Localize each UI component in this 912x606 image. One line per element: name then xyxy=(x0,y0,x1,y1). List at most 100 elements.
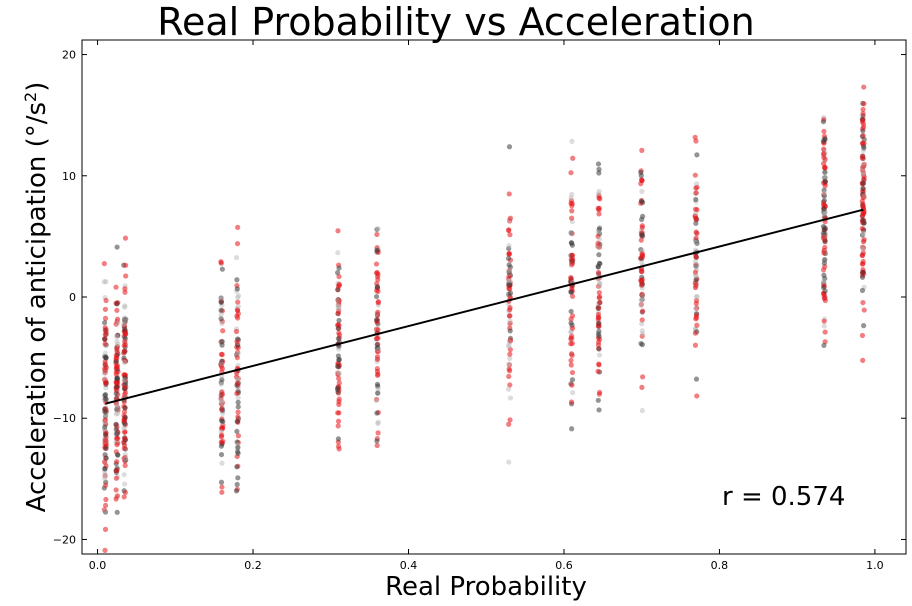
scatter-point xyxy=(122,330,128,336)
scatter-point xyxy=(113,284,119,290)
scatter-point xyxy=(102,320,108,326)
scatter-point xyxy=(639,374,646,380)
scatter-point xyxy=(122,338,128,345)
scatter-point xyxy=(639,291,645,297)
scatter-point xyxy=(596,227,602,233)
scatter-point xyxy=(218,351,225,357)
scatter-point xyxy=(114,442,120,448)
scatter-point xyxy=(821,187,827,193)
scatter-point xyxy=(374,288,380,294)
scatter-point xyxy=(595,269,602,276)
scatter-point xyxy=(596,205,602,211)
y-axis-label-sup: 2 xyxy=(21,92,40,102)
scatter-point xyxy=(233,255,240,261)
scatter-point xyxy=(640,331,646,337)
scatter-point xyxy=(335,303,341,309)
scatter-point xyxy=(861,84,867,90)
scatter-point xyxy=(113,426,119,432)
scatter-point xyxy=(102,306,108,312)
scatter-point xyxy=(218,307,224,314)
scatter-point xyxy=(506,227,512,233)
scatter-point xyxy=(335,310,341,316)
scatter-point xyxy=(822,288,828,294)
scatter-point xyxy=(375,277,381,283)
scatter-point xyxy=(860,128,866,134)
scatter-point xyxy=(596,320,602,326)
scatter-point xyxy=(820,138,827,144)
scatter-point xyxy=(114,467,120,474)
scatter-point xyxy=(639,296,645,303)
scatter-point xyxy=(218,381,224,387)
scatter-point xyxy=(639,216,645,223)
scatter-point xyxy=(639,233,646,239)
scatter-point xyxy=(234,464,240,470)
scatter-point xyxy=(595,397,601,403)
x-axis-label: Real Probability xyxy=(385,572,587,602)
scatter-point xyxy=(121,425,127,431)
scatter-point xyxy=(114,431,120,437)
scatter-point xyxy=(235,395,241,401)
scatter-point xyxy=(507,278,513,284)
scatter-point xyxy=(507,368,513,374)
scatter-point xyxy=(121,321,127,328)
scatter-point xyxy=(102,526,109,532)
scatter-point xyxy=(102,419,108,425)
scatter-point xyxy=(374,396,380,403)
scatter-point xyxy=(335,306,341,312)
scatter-point xyxy=(568,230,574,236)
scatter-point xyxy=(860,269,866,275)
scatter-point xyxy=(506,459,512,465)
scatter-point xyxy=(220,422,226,428)
scatter-point xyxy=(123,457,129,463)
scatter-point xyxy=(374,372,381,378)
scatter-point xyxy=(507,395,514,401)
scatter-point xyxy=(692,269,699,275)
scatter-point xyxy=(822,178,828,185)
scatter-point xyxy=(122,489,129,496)
scatter-point xyxy=(596,333,602,339)
scatter-point xyxy=(569,256,575,262)
scatter-point xyxy=(102,466,108,472)
scatter-point xyxy=(639,321,645,327)
scatter-point xyxy=(374,381,381,387)
scatter-point xyxy=(568,231,574,237)
scatter-point xyxy=(859,252,865,258)
scatter-point xyxy=(235,376,241,382)
scatter-point xyxy=(234,277,240,283)
scatter-point xyxy=(570,155,576,161)
scatter-point xyxy=(219,460,225,466)
scatter-point xyxy=(821,151,827,157)
scatter-point xyxy=(121,442,128,448)
scatter-point xyxy=(568,335,574,341)
scatter-point xyxy=(113,369,119,375)
scatter-point xyxy=(235,450,241,456)
scatter-point xyxy=(122,384,128,390)
scatter-point xyxy=(235,351,241,357)
scatter-point xyxy=(219,484,225,490)
scatter-point xyxy=(640,308,646,314)
scatter-point xyxy=(595,229,601,235)
scatter-point xyxy=(336,370,342,376)
correlation-annotation: r = 0.574 xyxy=(722,482,845,512)
scatter-point xyxy=(506,362,513,368)
scatter-point xyxy=(114,349,120,355)
scatter-point xyxy=(693,300,699,307)
scatter-point xyxy=(235,414,241,420)
scatter-point xyxy=(639,333,645,339)
scatter-point xyxy=(639,292,646,298)
scatter-point xyxy=(692,330,698,336)
scatter-point xyxy=(568,195,574,201)
scatter-point xyxy=(122,456,128,462)
scatter-point xyxy=(820,235,827,241)
scatter-point xyxy=(218,433,225,440)
scatter-point xyxy=(219,320,225,327)
scatter-point xyxy=(102,508,108,514)
scatter-point xyxy=(694,230,700,237)
scatter-point xyxy=(114,307,120,313)
scatter-point xyxy=(374,356,381,362)
scatter-point xyxy=(568,289,575,295)
scatter-point xyxy=(596,188,602,195)
scatter-point xyxy=(693,254,699,260)
scatter-point xyxy=(375,430,381,436)
scatter-point xyxy=(638,340,644,347)
